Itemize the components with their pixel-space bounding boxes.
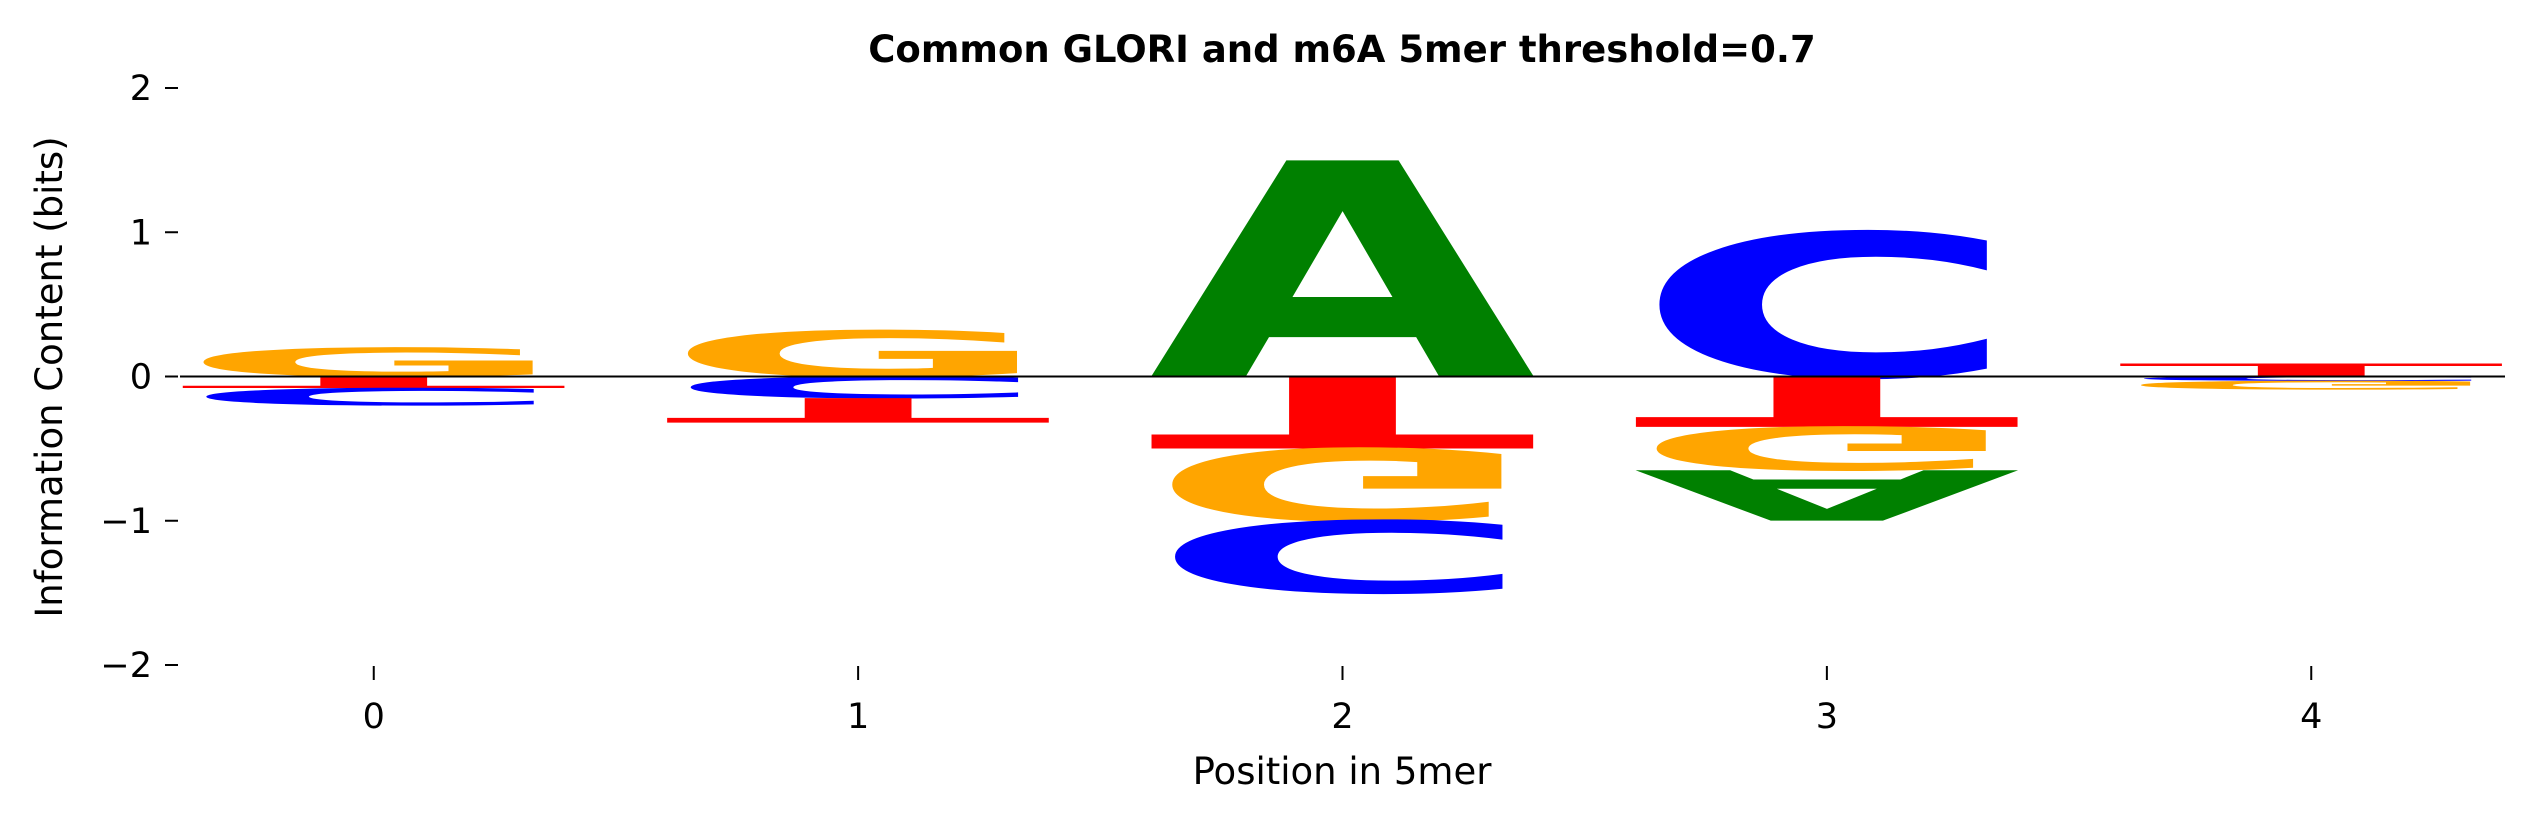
logo-letter-G-pos4: G <box>2118 378 2505 392</box>
x-axis-label: Position in 5mer <box>1193 750 1493 793</box>
y-tick-label: 2 <box>130 69 152 109</box>
x-axis: 0 1 2 3 4 <box>363 666 2323 737</box>
x-tick-label: 3 <box>1816 697 1838 737</box>
logo-letter-C-pos2: C <box>1149 497 1537 612</box>
x-tick-label: 1 <box>847 697 869 737</box>
chart-title: Common GLORI and m6A 5mer threshold=0.7 <box>868 28 1815 71</box>
x-tick-label: 2 <box>1331 697 1353 737</box>
x-tick-label: 4 <box>2300 697 2322 737</box>
y-axis-label: Information Content (bits) <box>28 136 71 617</box>
y-tick-label: −2 <box>100 646 152 686</box>
logo-letter-T-pos1: T <box>664 390 1055 429</box>
y-tick-label: 1 <box>130 213 152 253</box>
logo-letter-A-pos3: A <box>1633 454 2024 535</box>
y-tick-label: 0 <box>130 358 152 398</box>
y-tick-label: −1 <box>100 502 152 542</box>
y-axis: 2 1 0 −1 −2 <box>100 69 178 686</box>
x-tick-label: 0 <box>363 697 385 737</box>
logo-letter-C-pos0: C <box>180 382 568 410</box>
